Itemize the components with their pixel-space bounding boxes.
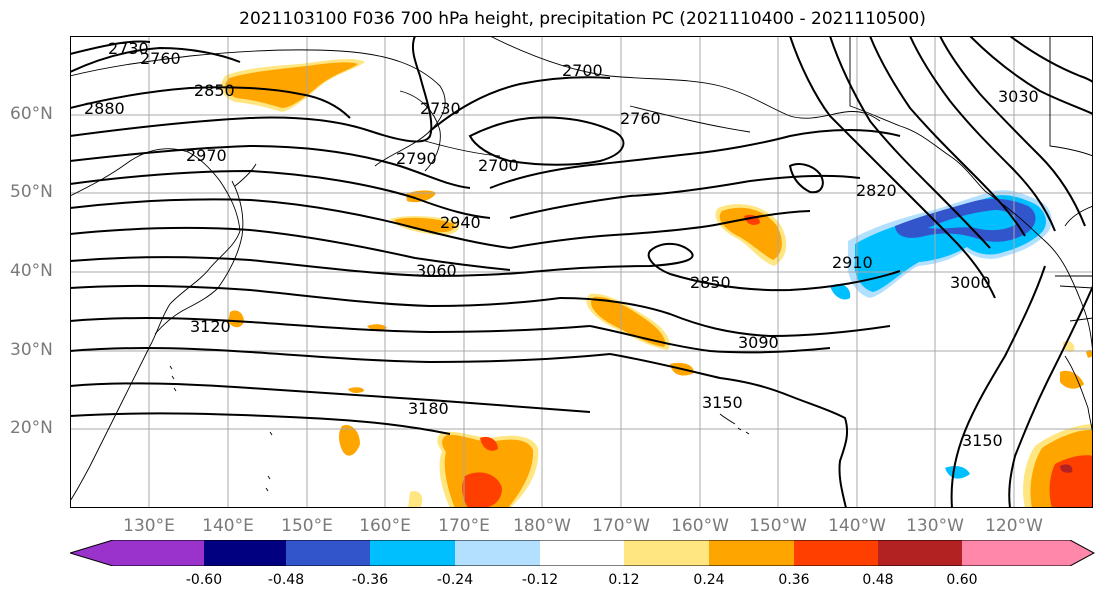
contour-label: 3060 xyxy=(416,261,457,280)
colorbar-tick: -0.24 xyxy=(436,572,474,588)
colorbar-segment xyxy=(709,540,794,566)
contour-label: 2730 xyxy=(420,99,461,118)
lon-label-140e: 140°E xyxy=(202,516,254,536)
colorbar-segments xyxy=(70,540,1094,566)
lon-label-180w: 180°W xyxy=(513,516,571,536)
colorbar-tick: 0.36 xyxy=(778,572,810,588)
contour-label: 2910 xyxy=(832,253,873,272)
contour-label: 2850 xyxy=(690,273,731,292)
contour-label: 3180 xyxy=(408,399,449,418)
colorbar-tick: 0.24 xyxy=(693,572,725,588)
contour-label: 2790 xyxy=(396,149,437,168)
colorbar-tick: -0.12 xyxy=(521,572,559,588)
colorbar-segment xyxy=(70,540,204,566)
lat-label-20n: 20°N xyxy=(10,418,53,438)
contour-label: 3000 xyxy=(950,273,991,292)
colorbar xyxy=(70,540,1095,566)
colorbar-tick: -0.36 xyxy=(351,572,389,588)
lon-label-150w: 150°W xyxy=(749,516,807,536)
contour-label: 2880 xyxy=(84,99,125,118)
contour-label: 2760 xyxy=(140,49,181,68)
contour-label: 2970 xyxy=(186,146,227,165)
contour-label: 2760 xyxy=(620,109,661,128)
lon-label-130w: 130°W xyxy=(906,516,964,536)
lat-label-60n: 60°N xyxy=(10,104,53,124)
contour-label: 3120 xyxy=(190,317,231,336)
lon-label-170e: 170°E xyxy=(438,516,490,536)
colorbar-segment xyxy=(794,540,878,566)
contour-label: 2820 xyxy=(856,181,897,200)
contour-labels: 2730 2760 2850 2880 2730 2700 2760 2970 … xyxy=(84,39,1039,450)
map-frame xyxy=(70,36,1093,508)
colorbar-segment xyxy=(878,540,962,566)
colorbar-segment xyxy=(286,540,370,566)
contour-label: 3150 xyxy=(962,431,1003,450)
colorbar-segment xyxy=(540,540,624,566)
lat-label-50n: 50°N xyxy=(10,182,53,202)
colorbar-tick: 0.60 xyxy=(946,572,978,588)
colorbar-tick: 0.48 xyxy=(862,572,894,588)
graticule xyxy=(70,36,1093,508)
colorbar-segment xyxy=(624,540,709,566)
contour-label: 2730 xyxy=(108,39,149,58)
lon-label-170w: 170°W xyxy=(592,516,650,536)
colorbar-segment xyxy=(370,540,455,566)
contour-label: 2700 xyxy=(562,61,603,80)
colorbar-segment xyxy=(962,540,1094,566)
map-panel: 2730 2760 2850 2880 2730 2700 2760 2970 … xyxy=(70,36,1093,508)
colorbar-outline xyxy=(70,540,1095,566)
lat-label-30n: 30°N xyxy=(10,340,53,360)
colorbar-tick: -0.48 xyxy=(267,572,305,588)
lon-label-160e: 160°E xyxy=(359,516,411,536)
contour-label: 3150 xyxy=(702,393,743,412)
lat-label-40n: 40°N xyxy=(10,261,53,281)
contour-label: 2850 xyxy=(194,81,235,100)
colorbar-segment xyxy=(204,540,286,566)
lon-label-140w: 140°W xyxy=(828,516,886,536)
contour-label: 2700 xyxy=(478,156,519,175)
colorbar-tick: 0.12 xyxy=(608,572,640,588)
contour-label: 3030 xyxy=(998,87,1039,106)
lon-label-160w: 160°W xyxy=(671,516,729,536)
height-contours xyxy=(70,36,1093,508)
contour-label: 3090 xyxy=(738,333,779,352)
lon-label-130e: 130°E xyxy=(123,516,175,536)
lon-label-120w: 120°W xyxy=(985,516,1043,536)
colorbar-tick: -0.60 xyxy=(185,572,223,588)
map-title: 2021103100 F036 700 hPa height, precipit… xyxy=(239,9,926,29)
colorbar-segment xyxy=(455,540,540,566)
contour-label: 2940 xyxy=(440,213,481,232)
lon-label-150e: 150°E xyxy=(281,516,333,536)
